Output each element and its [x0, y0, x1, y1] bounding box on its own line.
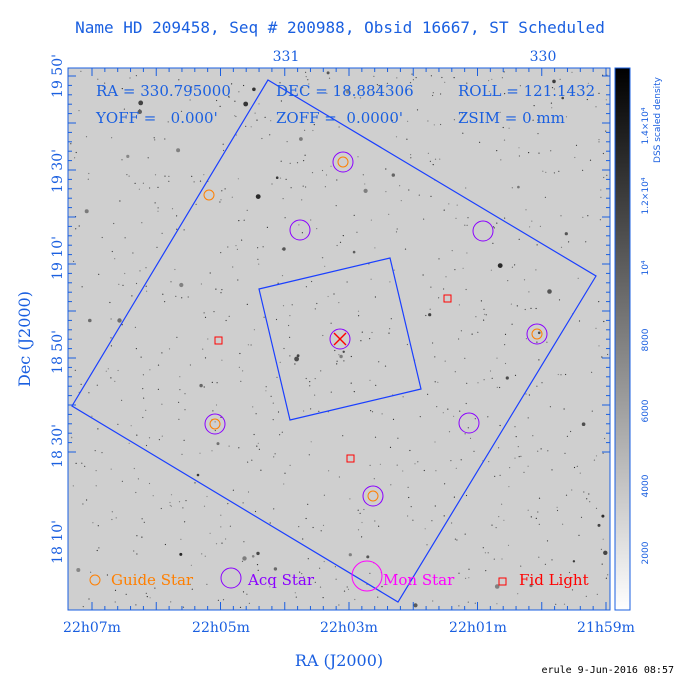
- axis-ticks: [68, 68, 610, 610]
- colorbar-tick: 1.4×10⁴: [641, 107, 651, 144]
- plot-title: Name HD 209458, Seq # 200988, Obsid 1666…: [75, 18, 605, 37]
- acq-star: [332, 151, 354, 173]
- guide-star: [531, 328, 543, 340]
- acq-star: [458, 412, 480, 434]
- acq-star: [472, 220, 494, 242]
- ra-top-tick-label: 331: [273, 49, 300, 65]
- target-marker: [333, 332, 347, 346]
- legend-mon-label: Mon Star: [383, 571, 455, 589]
- ra-tick-label: 21h59m: [577, 620, 635, 636]
- info-yoff: YOFF = 0.000': [95, 109, 218, 127]
- inner-chip-outline: [258, 257, 422, 421]
- dec-tick-label: 18 50': [50, 330, 66, 374]
- background-stars: [70, 70, 609, 609]
- x-axis-label: RA (J2000): [295, 651, 383, 670]
- acq-star: [329, 328, 351, 350]
- colorbar-tick: 2000: [641, 541, 651, 564]
- y-axis-label: Dec (J2000): [15, 291, 34, 387]
- acq-star: [526, 323, 548, 345]
- colorbar-tick: 8000: [641, 328, 651, 351]
- info-zsim: ZSIM = 0 mm: [458, 109, 565, 127]
- ra-top-tick-label: 330: [530, 49, 557, 65]
- ra-tick-label: 22h05m: [192, 620, 250, 636]
- acq-star: [362, 485, 384, 507]
- dec-tick-label: 19 30': [50, 149, 66, 193]
- fid-light: [346, 454, 355, 463]
- legend-guide-label: Guide Star: [111, 571, 194, 589]
- colorbar-title: DSS scaled density: [653, 76, 663, 163]
- legend-fid-label: Fid Light: [519, 571, 589, 589]
- legend-acq-label: Acq Star: [247, 571, 315, 589]
- legend-acq-icon: [220, 567, 242, 589]
- guide-star: [337, 156, 349, 168]
- guide-star: [209, 418, 221, 430]
- colorbar: [614, 67, 631, 611]
- legend-guide-icon: [89, 574, 101, 586]
- dec-tick-label: 18 10': [50, 520, 66, 564]
- legend: Guide Star Acq Star Mon Star Fid Light: [89, 560, 589, 592]
- colorbar-tick: 4000: [641, 474, 651, 497]
- colorbar-tick: 6000: [641, 399, 651, 422]
- dec-tick-label: 19 50': [50, 54, 66, 98]
- colorbar-tick: 1.2×10⁴: [641, 177, 651, 214]
- info-ra: RA = 330.795000: [96, 82, 231, 100]
- info-zoff: ZOFF = 0.0000': [276, 109, 403, 127]
- footer-timestamp: erule 9-Jun-2016 08:57: [541, 665, 674, 676]
- info-roll: ROLL = 121.1432: [458, 82, 595, 100]
- acq-star: [204, 413, 226, 435]
- fid-light: [214, 336, 223, 345]
- field-outline: [71, 79, 597, 603]
- ra-tick-label: 22h07m: [63, 620, 121, 636]
- fid-light: [443, 294, 452, 303]
- dec-tick-label: 18 30': [50, 424, 66, 468]
- acq-star: [289, 219, 311, 241]
- dec-tick-label: 19 10': [50, 236, 66, 280]
- guide-star: [367, 490, 379, 502]
- guide-star: [203, 189, 215, 201]
- legend-mon-icon: [351, 560, 383, 592]
- ra-tick-label: 22h03m: [320, 620, 378, 636]
- legend-fid-icon: [498, 577, 507, 586]
- colorbar-tick: 10⁴: [641, 260, 651, 275]
- info-dec: DEC = 18.884306: [276, 82, 414, 100]
- ra-tick-label: 22h01m: [449, 620, 507, 636]
